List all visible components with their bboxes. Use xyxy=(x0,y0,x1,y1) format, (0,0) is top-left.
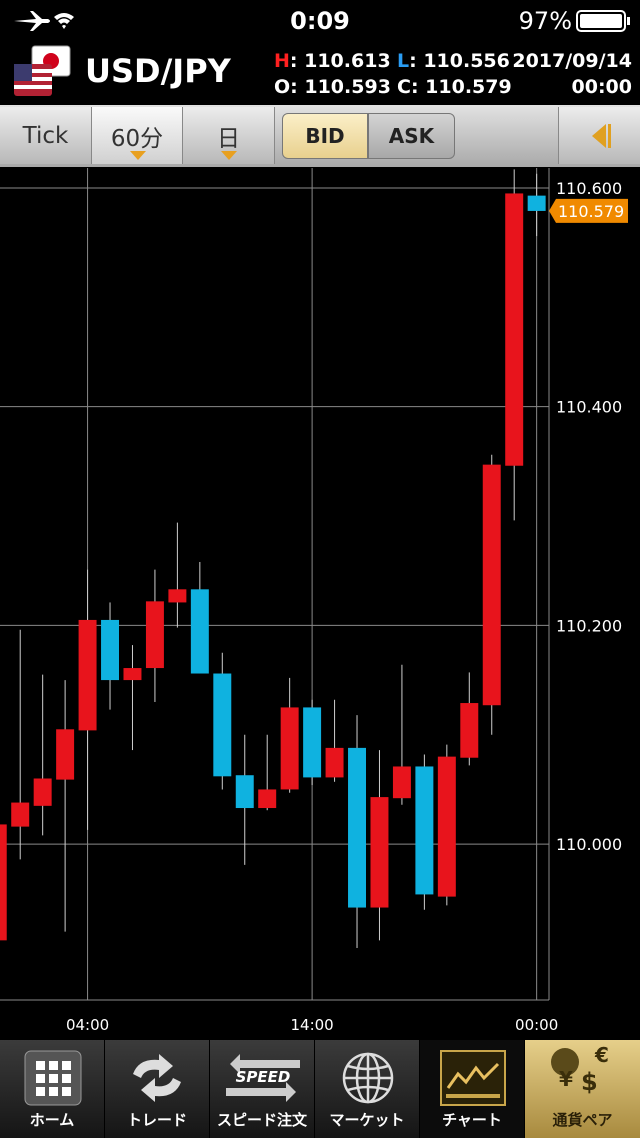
candle-body xyxy=(482,464,501,706)
candle-body xyxy=(78,619,97,731)
candle-body xyxy=(303,707,322,778)
currency-icon: € ¥ $ xyxy=(551,1044,609,1096)
period-button[interactable]: 日 xyxy=(183,107,275,164)
battery-icon xyxy=(576,10,630,32)
currency-symbol: $ xyxy=(581,1068,598,1096)
time: 00:00 xyxy=(571,76,632,98)
chart-icon xyxy=(440,1050,506,1106)
tab-label: 通貨ペア xyxy=(552,1111,613,1129)
candle-body xyxy=(235,775,254,809)
collapse-button[interactable] xyxy=(558,107,640,164)
flag-icon xyxy=(14,45,71,96)
trade-icon xyxy=(133,1054,181,1102)
candle-body xyxy=(213,673,232,777)
button-label: 日 xyxy=(217,125,240,152)
tab-label: マーケット xyxy=(329,1111,405,1129)
status-bar: 0:09 97% xyxy=(0,0,640,40)
candle-body xyxy=(190,589,209,674)
candle-body xyxy=(258,789,277,809)
quote: O: 110.593 xyxy=(274,76,391,98)
tab-label: チャート xyxy=(442,1111,502,1129)
candle-body xyxy=(325,747,344,778)
speed-icon: SPEED xyxy=(226,1054,300,1102)
y-tick-label: 110.000 xyxy=(556,835,622,854)
price-button[interactable]: BID xyxy=(282,113,368,159)
quote-value: : 110.579 xyxy=(410,76,512,98)
quote-key: C xyxy=(397,76,411,98)
x-tick-label: 04:00 xyxy=(66,1016,109,1034)
tab[interactable]: トレード xyxy=(105,1040,210,1138)
pair-name: USD/JPY xyxy=(85,52,231,90)
dropdown-arrow xyxy=(221,151,237,160)
tab-label: スピード注文 xyxy=(216,1111,307,1129)
collapse-icon xyxy=(591,123,611,148)
chart: 110.000 110.200 110.400 110.600 04:00 14:00 00… xyxy=(0,168,628,1034)
period-button[interactable]: 60分 xyxy=(92,107,183,164)
date: 2017/09/14 xyxy=(512,50,632,72)
candle-body xyxy=(0,824,7,941)
candle-body xyxy=(33,778,52,806)
candle-body xyxy=(101,619,120,681)
candle-body xyxy=(11,802,30,827)
candle-body xyxy=(370,797,389,908)
candle-body xyxy=(280,707,299,790)
candle-body xyxy=(348,747,366,908)
quote-value: : 110.613 xyxy=(289,50,391,72)
toolbar: Tick 60分 日 BID ASK xyxy=(0,105,640,167)
tab[interactable]: マーケット xyxy=(315,1040,420,1138)
tab[interactable]: SPEED スピード注文 xyxy=(210,1040,315,1138)
candle-body xyxy=(145,601,164,669)
candle-body xyxy=(123,668,142,681)
candle-body xyxy=(392,766,411,799)
quote-value: : 110.556 xyxy=(409,50,510,72)
quote-key: H xyxy=(274,50,290,72)
tab[interactable]: チャート xyxy=(420,1040,525,1138)
tab-bar: ホーム トレード SPEED スピード注文 マーケット チャート € ¥ $ 通貨ペ… xyxy=(0,1040,640,1138)
button-label: 60分 xyxy=(110,125,164,152)
y-tick-label: 110.400 xyxy=(556,398,622,417)
price-tag xyxy=(549,198,628,223)
candle-body xyxy=(168,589,187,603)
market-icon xyxy=(342,1052,394,1104)
x-tick-label: 00:00 xyxy=(515,1016,558,1034)
quote: L: 110.556 xyxy=(397,50,510,72)
quote: C: 110.579 xyxy=(397,76,512,98)
clock: 0:09 xyxy=(290,7,350,35)
candle-body xyxy=(527,195,546,211)
currency-symbol: ¥ xyxy=(559,1067,573,1091)
quote: H: 110.613 xyxy=(274,50,391,72)
header: USD/JPY H: 110.613 L: 110.556 O: 110.593… xyxy=(0,40,640,105)
tab[interactable]: € ¥ $ 通貨ペア xyxy=(525,1040,640,1138)
tab-label: ホーム xyxy=(29,1111,75,1129)
price-tag-label: 110.579 xyxy=(558,202,624,221)
x-tick-label: 14:00 xyxy=(290,1016,333,1034)
quote-value: : 110.593 xyxy=(290,76,391,98)
quote-key: O xyxy=(274,76,291,98)
status-icons xyxy=(14,11,74,31)
candle-body xyxy=(56,729,75,780)
tab-label: トレード xyxy=(126,1111,187,1129)
y-tick-label: 110.600 xyxy=(556,179,622,198)
y-tick-label: 110.200 xyxy=(556,616,622,635)
price-button[interactable]: ASK xyxy=(368,113,455,159)
candle-body xyxy=(437,756,456,897)
speed-text: SPEED xyxy=(236,1068,291,1086)
battery-text: 97% xyxy=(518,7,572,35)
dropdown-arrow xyxy=(130,151,146,160)
currency-symbol: € xyxy=(594,1044,609,1067)
candle-body xyxy=(505,193,524,466)
quote-key: L xyxy=(397,50,410,72)
tab[interactable]: ホーム xyxy=(0,1040,105,1138)
period-button[interactable]: Tick xyxy=(0,107,92,164)
candle-body xyxy=(415,766,434,895)
home-icon xyxy=(24,1050,82,1106)
candle-body xyxy=(460,703,479,758)
